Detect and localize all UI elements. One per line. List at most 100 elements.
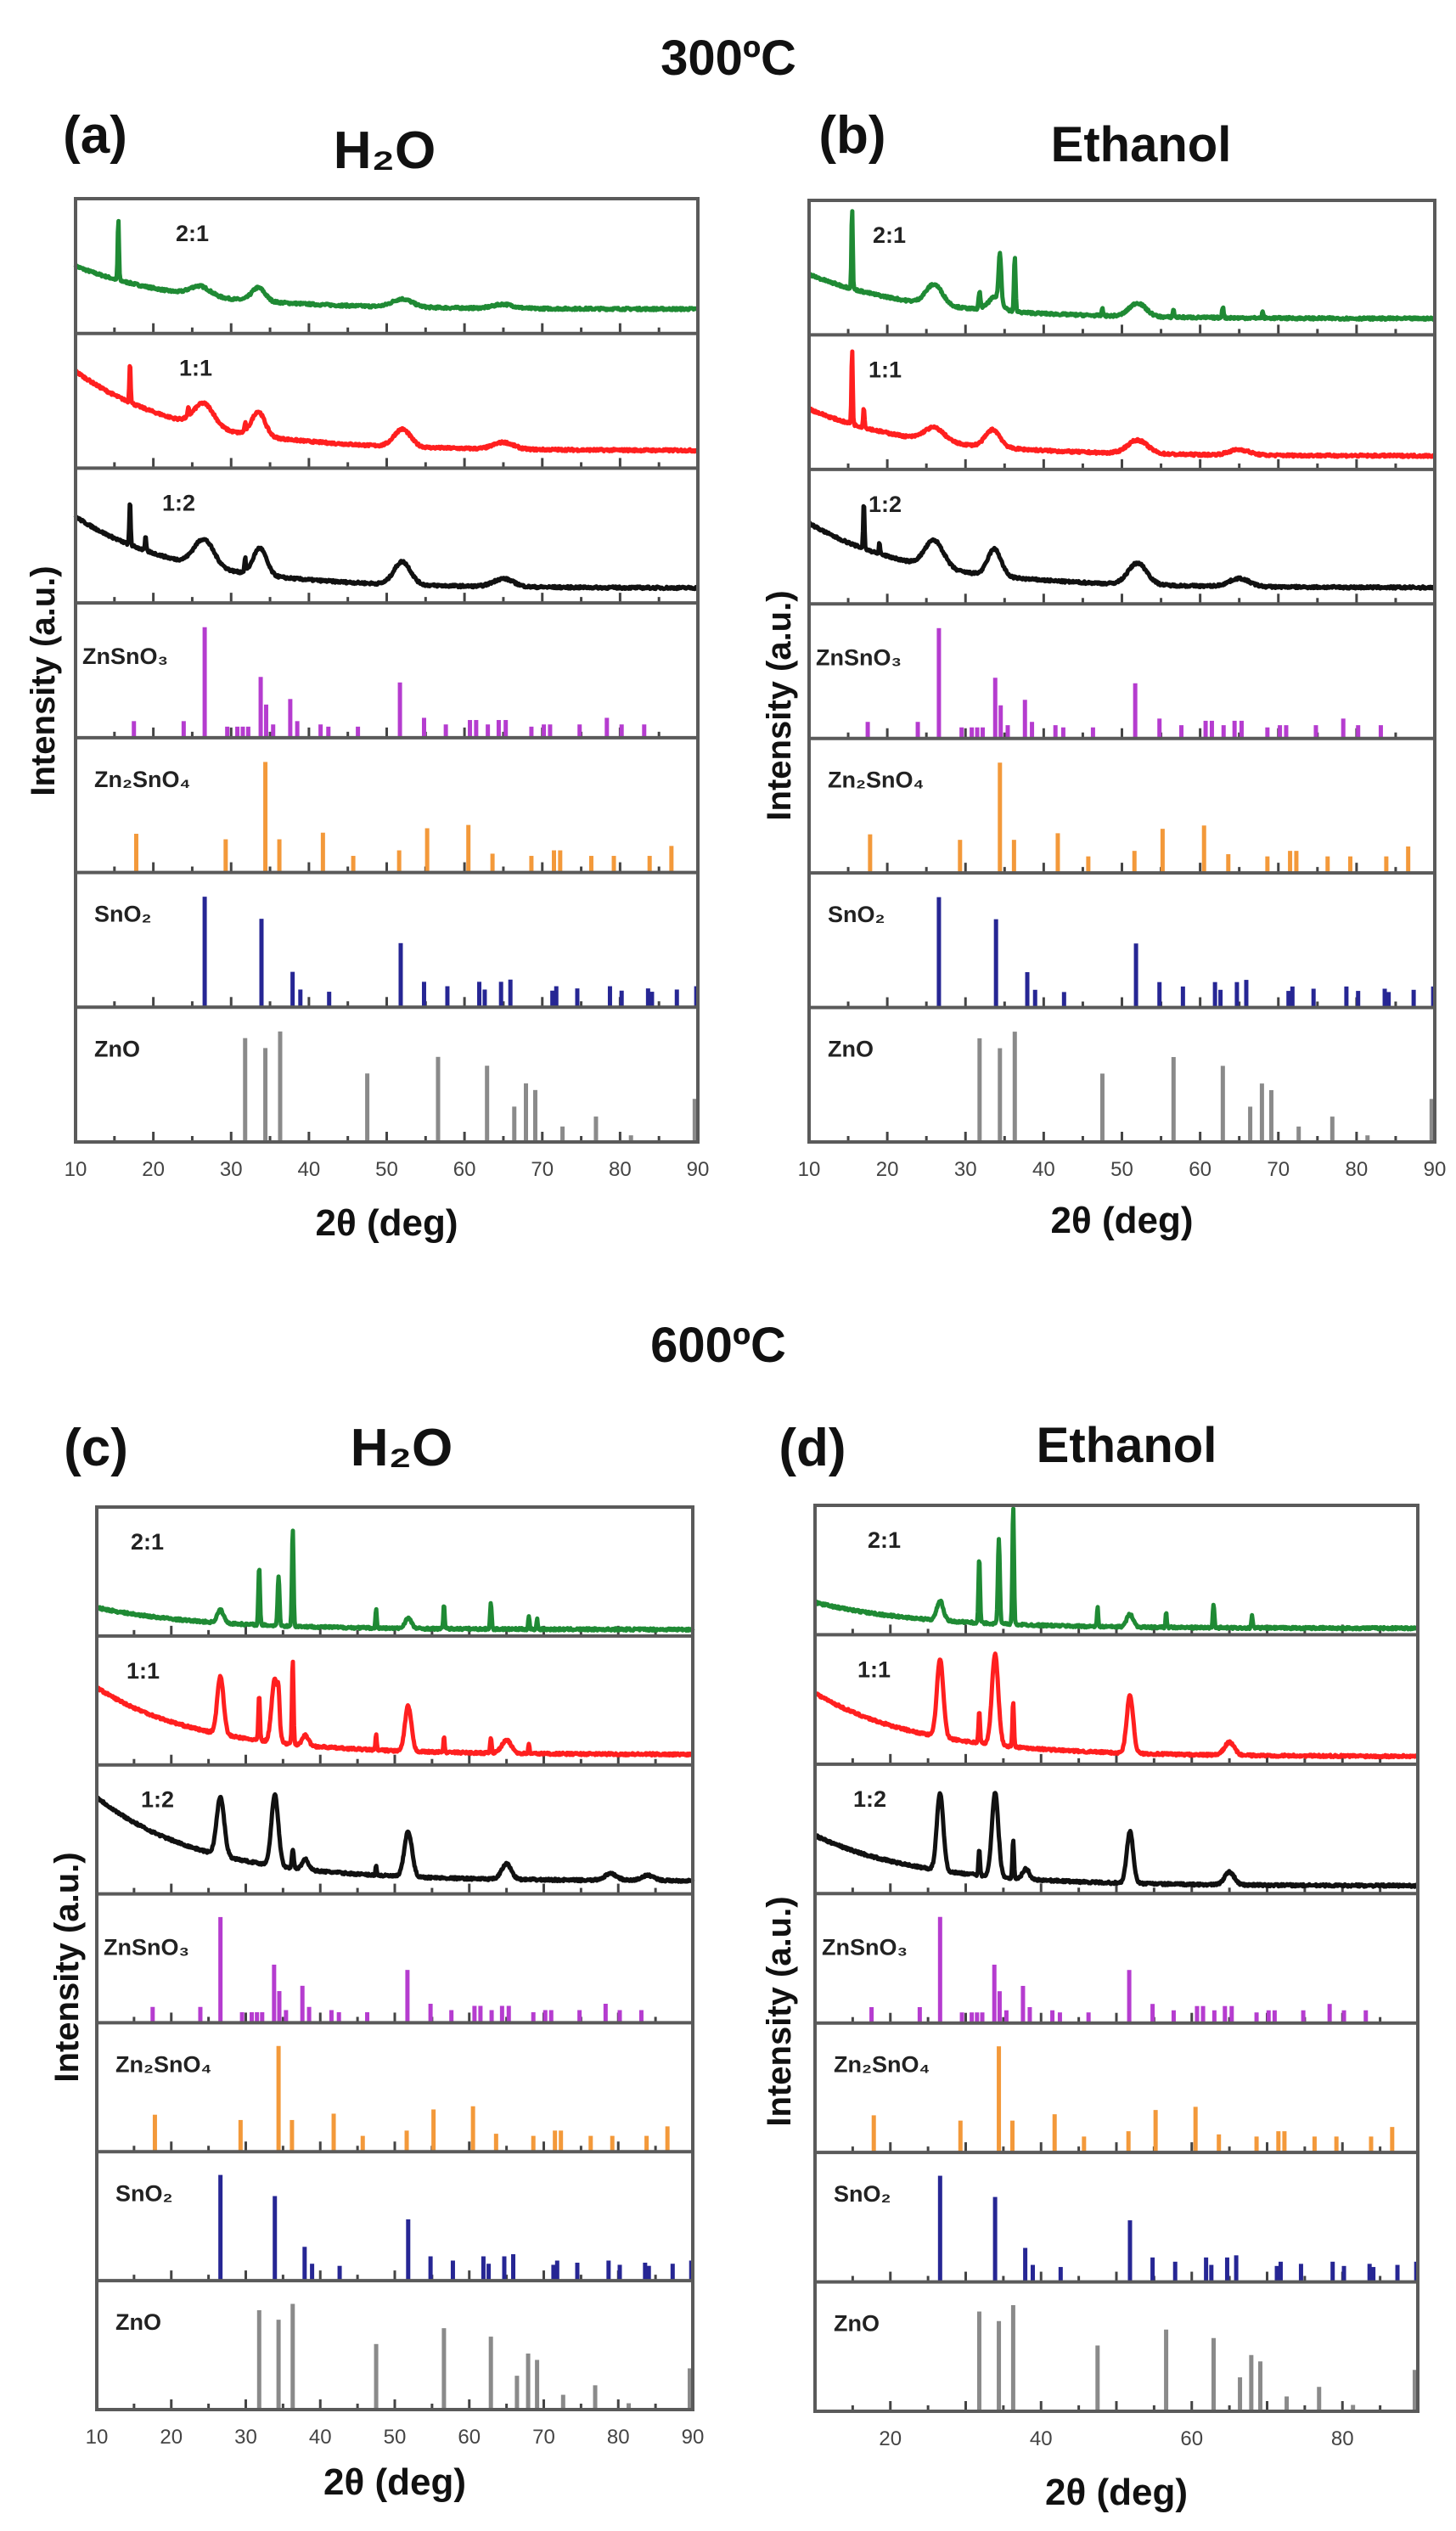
reference-peak-SnO2 bbox=[477, 981, 482, 1008]
reference-peak-SnO2 bbox=[649, 992, 655, 1008]
reference-peak-Zn2SnO4 bbox=[1132, 851, 1137, 874]
reference-peak-Zn2SnO4 bbox=[1334, 2136, 1339, 2153]
x-tick-label: 70 bbox=[532, 2426, 555, 2449]
reference-peak-ZnO bbox=[1268, 1089, 1273, 1142]
reference-peak-ZnSnO3 bbox=[272, 1964, 277, 2023]
xrd-trace-2-1 bbox=[807, 209, 1437, 323]
reference-peak-ZnSnO3 bbox=[486, 724, 491, 738]
reference-peak-ZnSnO3 bbox=[1232, 720, 1237, 739]
reference-peak-SnO2 bbox=[1411, 989, 1416, 1008]
x-tick-label: 40 bbox=[1030, 2427, 1053, 2450]
reference-peak-ZnSnO3 bbox=[542, 2010, 548, 2023]
reference-peak-Zn2SnO4 bbox=[1052, 2114, 1057, 2153]
reference-peak-ZnSnO3 bbox=[975, 2012, 980, 2023]
reference-peak-ZnSnO3 bbox=[619, 724, 624, 738]
reference-peak-Zn2SnO4 bbox=[493, 2134, 498, 2152]
reference-peak-SnO2 bbox=[645, 988, 650, 1008]
xrd-panel-b: 2:1 1:1 1:2 ZnSnO₃ Zn₂SnO₄ SnO₂ ZnO 10 20 30 40 50 6… bbox=[761, 199, 1446, 1241]
reference-peak-Zn2SnO4 bbox=[553, 2130, 558, 2152]
reference-peak-Zn2SnO4 bbox=[1055, 833, 1060, 874]
reference-peak-ZnO bbox=[627, 2403, 632, 2410]
reference-peak-ZnSnO3 bbox=[1341, 718, 1346, 739]
sample-label: 1:1 bbox=[857, 1656, 891, 1682]
reference-peak-SnO2 bbox=[575, 2262, 580, 2281]
reference-peak-ZnSnO3 bbox=[1363, 2010, 1369, 2023]
reference-peak-SnO2 bbox=[202, 897, 207, 1008]
reference-peak-ZnSnO3 bbox=[1284, 725, 1289, 739]
reference-peak-ZnSnO3 bbox=[1223, 2005, 1228, 2023]
reference-peak-ZnSnO3 bbox=[255, 2011, 260, 2023]
reference-peak-ZnO bbox=[243, 1038, 248, 1142]
reference-peak-Zn2SnO4 bbox=[1288, 851, 1293, 874]
reference-peak-SnO2 bbox=[607, 986, 612, 1008]
reference-peak-ZnO bbox=[1351, 2404, 1356, 2411]
reference-peak-ZnSnO3 bbox=[271, 724, 276, 738]
reference-peak-ZnSnO3 bbox=[356, 726, 361, 738]
reference-peak-SnO2 bbox=[1344, 986, 1349, 1008]
sample-label: 2:1 bbox=[873, 222, 906, 248]
reference-peak-ZnSnO3 bbox=[865, 722, 870, 739]
reference-peak-ZnO bbox=[524, 1083, 529, 1142]
x-axis-label: 2θ (deg) bbox=[323, 2461, 466, 2503]
reference-peak-ZnO bbox=[485, 1066, 490, 1142]
x-tick-label: 40 bbox=[298, 1158, 321, 1181]
reference-peak-ZnSnO3 bbox=[1265, 727, 1270, 739]
reference-peak-ZnSnO3 bbox=[1003, 2010, 1009, 2023]
reference-peak-ZnSnO3 bbox=[1254, 2012, 1259, 2023]
reference-peak-ZnSnO3 bbox=[503, 720, 509, 738]
reference-peak-Zn2SnO4 bbox=[320, 832, 325, 873]
reference-peak-SnO2 bbox=[1278, 2261, 1283, 2282]
reference-peak-Zn2SnO4 bbox=[396, 850, 402, 873]
reference-peak-SnO2 bbox=[554, 2260, 559, 2281]
reference-peak-ZnO bbox=[560, 2394, 565, 2410]
reference-peak-ZnSnO3 bbox=[1157, 718, 1162, 739]
reference-peak-ZnSnO3 bbox=[1171, 2010, 1176, 2023]
reference-peak-ZnSnO3 bbox=[235, 726, 240, 738]
reference-peak-ZnSnO3 bbox=[489, 2010, 494, 2023]
reference-peak-ZnO bbox=[1259, 1083, 1264, 1142]
reference-peak-ZnSnO3 bbox=[443, 724, 448, 738]
reference-peak-SnO2 bbox=[486, 2264, 492, 2281]
panel-label-c: (c) bbox=[64, 1419, 128, 1477]
reference-peak-ZnSnO3 bbox=[150, 2006, 155, 2023]
reference-peak-ZnO bbox=[1164, 2329, 1169, 2411]
reference-peak-ZnSnO3 bbox=[1020, 1985, 1026, 2023]
panel-label-b: (b) bbox=[818, 106, 885, 165]
reference-peak-ZnO bbox=[365, 1073, 370, 1142]
reference-peak-SnO2 bbox=[445, 986, 450, 1008]
reference-peak-ZnSnO3 bbox=[1378, 725, 1383, 739]
reference-peak-Zn2SnO4 bbox=[559, 2130, 564, 2152]
reference-peak-SnO2 bbox=[554, 986, 559, 1008]
reference-peak-ZnSnO3 bbox=[959, 727, 964, 739]
reference-peak-SnO2 bbox=[511, 2254, 516, 2281]
reference-peak-SnO2 bbox=[937, 2175, 942, 2282]
x-tick-label: 30 bbox=[220, 1158, 243, 1181]
reference-peak-ZnO bbox=[1330, 1116, 1335, 1142]
reference-peak-SnO2 bbox=[327, 992, 332, 1008]
reference-peak-ZnO bbox=[1249, 2354, 1254, 2411]
reference-peak-ZnO bbox=[1012, 1032, 1017, 1142]
x-tick-label: 40 bbox=[309, 2426, 332, 2449]
sample-label: 1:1 bbox=[126, 1658, 160, 1684]
reference-peak-ZnO bbox=[976, 2311, 981, 2411]
reference-peak-ZnSnO3 bbox=[604, 717, 610, 738]
reference-peak-ZnO bbox=[441, 2328, 447, 2410]
y-axis-label: Intensity (a.u.) bbox=[25, 565, 62, 796]
reference-peak-Zn2SnO4 bbox=[277, 839, 282, 873]
reference-peak-ZnO bbox=[1211, 2337, 1216, 2411]
reference-peak-ZnSnO3 bbox=[1313, 725, 1318, 739]
reference-peak-ZnSnO3 bbox=[421, 717, 426, 738]
reference-peak-Zn2SnO4 bbox=[610, 2135, 615, 2152]
reference-peak-Zn2SnO4 bbox=[238, 2119, 243, 2152]
reference-peak-SnO2 bbox=[1218, 989, 1223, 1008]
sample-label: 2:1 bbox=[868, 1527, 901, 1553]
reference-peak-ZnSnO3 bbox=[250, 2011, 255, 2023]
reference-peak-ZnO bbox=[256, 2309, 261, 2410]
reference-peak-ZnSnO3 bbox=[300, 1985, 305, 2023]
reference-peak-ZnSnO3 bbox=[245, 726, 250, 738]
sample-label: 1:2 bbox=[853, 1786, 886, 1812]
reference-peak-SnO2 bbox=[1032, 989, 1037, 1008]
reference-peak-SnO2 bbox=[1367, 2264, 1372, 2282]
reference-peak-SnO2 bbox=[1150, 2257, 1155, 2282]
reference-peak-Zn2SnO4 bbox=[1160, 829, 1165, 874]
